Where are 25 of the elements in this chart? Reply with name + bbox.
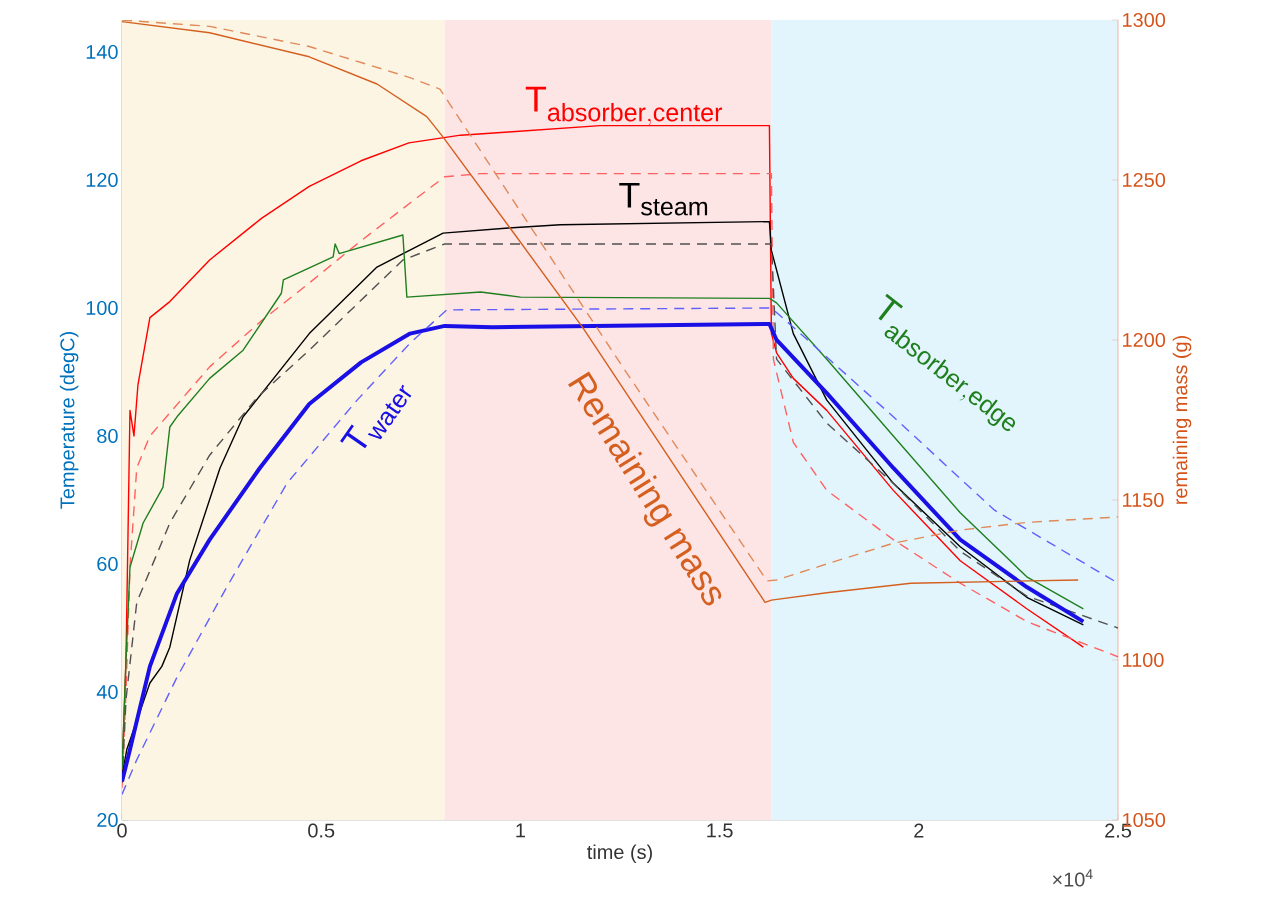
- x-tick-label: 0.5: [308, 823, 335, 838]
- y-tick-label: 20: [97, 812, 118, 828]
- series-label: $\mathrm{T}_{\mathrm{steam}}$: [619, 182, 708, 216]
- y-tick-label: 100: [86, 300, 118, 316]
- x-tick-label: 0: [117, 823, 127, 838]
- x-axis-title: time (s): [587, 844, 652, 864]
- y-axis-title: Temperature (degC): [59, 332, 79, 509]
- text: ×10$^{4}$: [1052, 869, 1093, 887]
- series-label: $\mathrm{T}_{\mathrm{absorber,center}}$: [525, 86, 723, 126]
- y-tick-label: 40: [96, 684, 118, 700]
- y2-tick-label: 1100: [1123, 652, 1164, 668]
- y2-tick-label: 1150: [1123, 492, 1164, 508]
- y2-tick-label: 1200: [1123, 332, 1166, 348]
- x-tick-label: 1: [516, 823, 525, 838]
- y2-tick-label: 1250: [1123, 172, 1166, 188]
- x-tick-label: 1.5: [707, 823, 733, 838]
- x-tick-label: 2: [914, 823, 924, 838]
- y2-axis-title: remaining mass (g): [1172, 335, 1192, 504]
- y-tick-label: 60: [97, 556, 118, 572]
- y-tick-label: 80: [97, 428, 118, 444]
- series-label: $\mathrm{T}_{\mathrm{absorber,edge}}$: [878, 293, 1016, 431]
- y-tick-label: 120: [86, 172, 118, 188]
- y2-tick-label: 1300: [1123, 12, 1166, 28]
- y-tick-label: 140: [86, 44, 118, 60]
- series-label: $\mathrm{T}_{\mathrm{water}}$: [340, 384, 412, 449]
